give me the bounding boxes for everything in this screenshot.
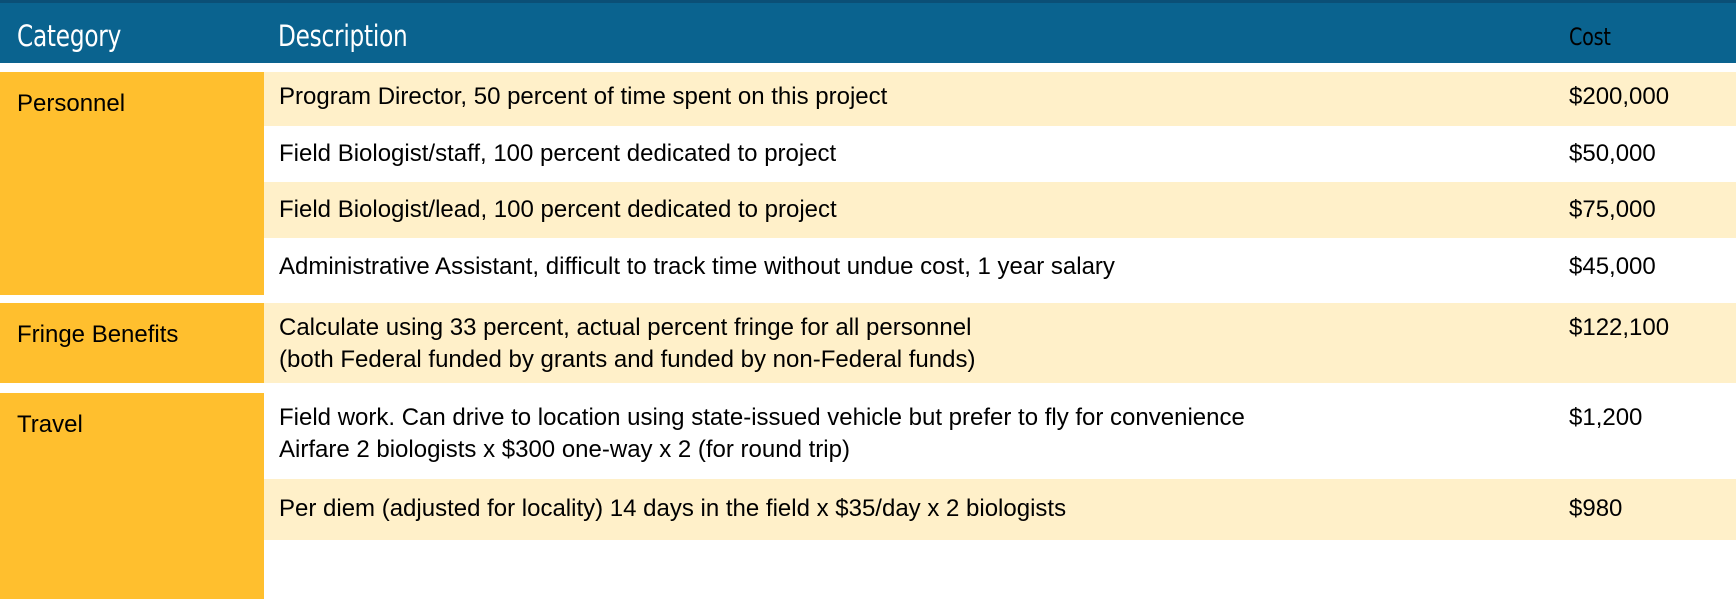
row-description: Program Director, 50 percent of time spe… xyxy=(279,83,888,110)
table-row: Field work. Can drive to location using … xyxy=(264,393,1736,479)
table-row: Program Director, 50 percent of time spe… xyxy=(264,72,1736,126)
category-label: Personnel xyxy=(17,90,126,117)
table-row: Administrative Assistant, difficult to t… xyxy=(264,238,1736,295)
row-description: Administrative Assistant, difficult to t… xyxy=(279,253,1115,280)
table-row: Field Biologist/lead, 100 percent dedica… xyxy=(264,182,1736,238)
row-cost: $200,000 xyxy=(1569,83,1670,110)
category-label: Fringe Benefits xyxy=(17,321,179,348)
row-cost: $75,000 xyxy=(1569,196,1656,223)
header-category: Category xyxy=(17,19,122,53)
table-row: Field Biologist/staff, 100 percent dedic… xyxy=(264,126,1736,182)
table-row: Calculate using 33 percent, actual perce… xyxy=(264,303,1736,383)
header-cost: Cost xyxy=(1569,23,1611,51)
row-description-line2: Airfare 2 biologists x $300 one-way x 2 … xyxy=(279,436,850,463)
row-description-line2: (both Federal funded by grants and funde… xyxy=(279,346,976,373)
row-description-line1: Calculate using 33 percent, actual perce… xyxy=(279,314,972,341)
category-travel: Travel xyxy=(0,393,264,599)
row-cost: $45,000 xyxy=(1569,253,1656,280)
table-header: Category Description Cost xyxy=(0,0,1736,63)
category-fringe-benefits: Fringe Benefits xyxy=(0,303,264,383)
row-cost: $980 xyxy=(1569,495,1623,522)
row-cost: $1,200 xyxy=(1569,404,1643,431)
row-cost: $122,100 xyxy=(1569,314,1670,341)
row-description-line1: Field work. Can drive to location using … xyxy=(279,404,1245,431)
row-description: Per diem (adjusted for locality) 14 days… xyxy=(279,495,1067,522)
table-row: Per diem (adjusted for locality) 14 days… xyxy=(264,479,1736,540)
row-cost: $50,000 xyxy=(1569,140,1656,167)
category-personnel: Personnel xyxy=(0,72,264,295)
header-description: Description xyxy=(278,19,408,53)
category-label: Travel xyxy=(17,411,83,438)
row-description: Field Biologist/lead, 100 percent dedica… xyxy=(279,196,837,223)
row-description: Field Biologist/staff, 100 percent dedic… xyxy=(279,140,837,167)
